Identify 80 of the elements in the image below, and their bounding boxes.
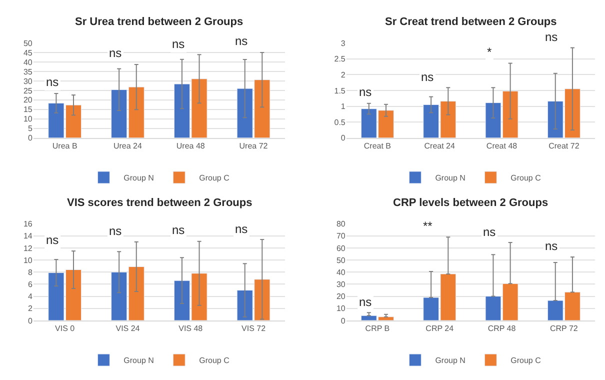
chart-title: Sr Creat trend between 2 Groups (385, 16, 557, 28)
chart-title: VIS scores trend between 2 Groups (67, 197, 252, 209)
x-tick-label: VIS 48 (178, 324, 204, 334)
y-tick-label: 10 (336, 304, 346, 314)
annotation: ns (109, 46, 122, 60)
legend-label: Group C (199, 356, 230, 366)
x-tick-label: CRP B (365, 324, 390, 334)
x-tick-label: VIS 72 (242, 324, 266, 334)
x-tick-label: CRP 24 (426, 324, 454, 334)
y-tick-label: 35 (23, 67, 33, 76)
chart-title: CRP levels between 2 Groups (393, 197, 548, 209)
y-tick-label: 20 (23, 96, 33, 105)
y-tick-label: 1.5 (334, 86, 346, 96)
y-tick-label: 5 (28, 124, 33, 134)
x-tick-label: Urea 24 (113, 141, 143, 150)
legend-label: Group N (435, 174, 466, 183)
y-tick-label: 2 (28, 304, 33, 314)
legend-label: Group C (199, 174, 230, 183)
y-tick-label: 20 (336, 292, 346, 302)
y-tick-label: 1 (340, 102, 346, 112)
y-tick-label: 4 (28, 292, 33, 302)
legend-label: Group C (510, 174, 542, 183)
annotation: ns (46, 75, 59, 89)
annotation: ** (423, 219, 433, 233)
y-tick-label: 6 (28, 280, 33, 290)
x-tick-label: VIS 0 (55, 324, 76, 334)
legend-label: Group N (435, 356, 466, 366)
y-tick-label: 14 (23, 232, 33, 241)
x-tick-label: Creat 24 (424, 141, 456, 150)
y-tick-label: 40 (336, 268, 346, 277)
y-tick-label: 30 (23, 76, 33, 86)
y-tick-label: 0 (340, 316, 346, 326)
y-tick-label: 16 (23, 220, 33, 229)
annotation: ns (235, 222, 248, 236)
x-tick-label: Urea 72 (239, 141, 268, 150)
y-tick-label: 30 (336, 280, 346, 290)
y-tick-label: 8 (28, 268, 33, 277)
annotation: ns (421, 70, 434, 84)
x-tick-label: Urea 48 (176, 141, 206, 150)
y-tick-label: 10 (23, 256, 33, 265)
y-tick-label: 0 (340, 134, 346, 143)
x-tick-label: VIS 24 (116, 324, 140, 334)
legend-label: Group C (510, 356, 542, 366)
y-tick-label: 12 (23, 244, 33, 253)
annotation: ns (109, 224, 122, 238)
x-tick-label: Creat 72 (548, 141, 580, 150)
y-tick-label: 0 (28, 134, 33, 143)
y-tick-label: 0 (28, 316, 33, 326)
x-tick-label: Creat B (364, 141, 392, 150)
annotation: ns (359, 85, 372, 99)
legend-label: Group N (124, 356, 154, 366)
annotation: ns (172, 37, 185, 51)
y-tick-label: 50 (336, 256, 346, 265)
x-tick-label: CRP 72 (550, 324, 578, 334)
y-tick-label: 45 (23, 48, 33, 58)
annotation: ns (545, 30, 558, 44)
y-tick-label: 40 (23, 58, 33, 67)
y-tick-label: 0.5 (334, 118, 346, 127)
y-tick-label: 3 (340, 38, 346, 48)
annotation: * (487, 45, 492, 59)
y-tick-label: 15 (23, 105, 33, 114)
y-tick-label: 80 (336, 220, 346, 229)
y-tick-label: 2.5 (334, 54, 346, 64)
y-tick-label: 50 (23, 38, 33, 48)
annotation: ns (359, 295, 372, 309)
annotation: ns (235, 34, 248, 48)
annotation: ns (545, 239, 558, 253)
annotation: ns (483, 225, 496, 239)
x-tick-label: Urea B (52, 141, 78, 150)
x-tick-label: CRP 48 (488, 324, 516, 334)
y-tick-label: 60 (336, 244, 346, 253)
y-tick-label: 70 (336, 232, 346, 241)
chart-title: Sr Urea trend between 2 Groups (75, 16, 244, 28)
annotation: ns (172, 223, 185, 237)
legend-label: Group N (124, 174, 154, 183)
y-tick-label: 25 (23, 86, 33, 96)
y-tick-label: 10 (23, 114, 33, 124)
y-tick-label: 2 (340, 70, 346, 80)
annotation: ns (46, 233, 59, 247)
x-tick-label: Creat 48 (486, 141, 518, 150)
